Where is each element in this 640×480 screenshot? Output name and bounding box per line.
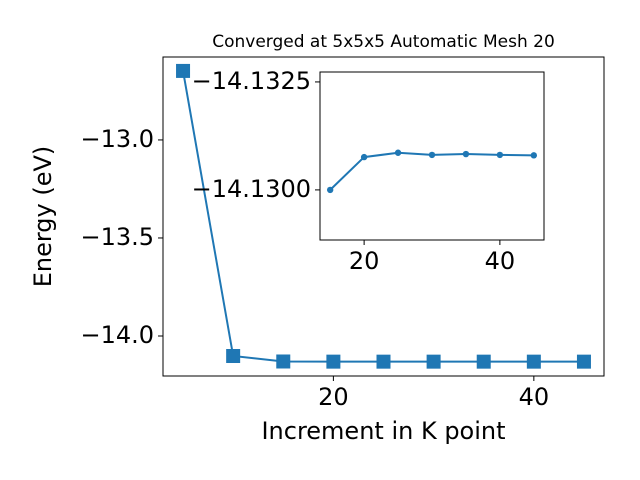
y-tick-label: −14.1300 [192,175,311,203]
marker [394,149,402,156]
marker [530,152,538,159]
marker [576,354,591,369]
y-tick-label: −14.0 [80,321,154,349]
x-axis-label: Increment in K point [261,417,505,445]
y-tick-label: −13.0 [80,125,154,153]
marker [526,354,541,369]
marker [376,354,391,369]
y-tick-label: −13.5 [80,223,154,251]
x-tick-label: 20 [349,247,380,275]
marker [326,186,334,194]
chart-title: Converged at 5x5x5 Automatic Mesh 20 [212,32,555,52]
x-tick-label: 40 [485,247,516,275]
y-tick-label: −14.1325 [192,67,311,95]
y-axis-label: Energy (eV) [29,146,57,288]
marker [426,354,441,369]
marker [226,349,241,364]
marker [360,153,368,161]
marker [428,151,436,159]
marker [462,150,470,158]
marker [496,151,504,159]
marker [476,354,491,369]
x-tick-label: 40 [519,383,550,411]
marker [176,63,191,78]
marker [276,354,291,369]
marker [326,354,341,369]
x-tick-label: 20 [318,383,349,411]
